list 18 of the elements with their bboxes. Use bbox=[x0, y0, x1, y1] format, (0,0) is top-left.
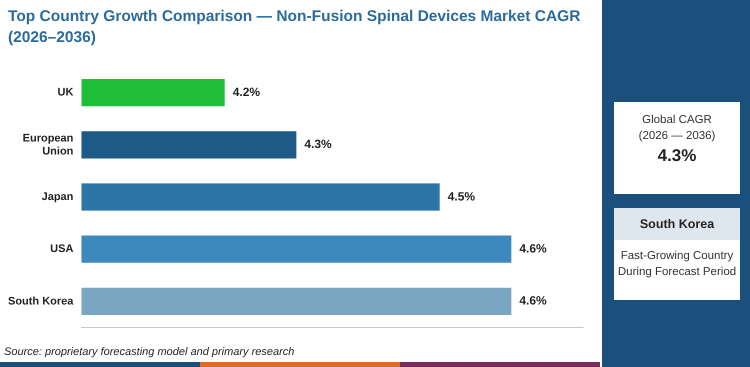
text: (2026 — 2036) bbox=[638, 129, 716, 144]
data-label: 4.6% bbox=[519, 241, 548, 256]
y-tick-label: South Korea bbox=[8, 295, 74, 308]
y-tick-label: UK bbox=[58, 86, 74, 99]
data-label: 4.5% bbox=[448, 189, 476, 204]
data-label: 4.2% bbox=[232, 84, 260, 99]
data-label: 4.6% bbox=[519, 294, 548, 308]
y-tick-label: Japan bbox=[42, 191, 74, 204]
source-note: Source: proprietary forecasting model and primary research bbox=[4, 346, 294, 358]
text: During Forecast Period bbox=[616, 265, 738, 280]
text: Fast-Growing Country bbox=[620, 249, 734, 264]
y-tick-label: USA bbox=[50, 243, 74, 256]
text: South Korea bbox=[614, 208, 740, 240]
text: Global CAGR bbox=[641, 113, 713, 128]
y-tick-label: European Union bbox=[22, 132, 74, 158]
data-label: 4.3% bbox=[304, 137, 332, 152]
text: 4.3% bbox=[656, 146, 698, 165]
chart-title: Top Country Growth Comparison — Non-Fusion Spinal Devices Market CAGR (2026–2036) bbox=[8, 7, 582, 48]
